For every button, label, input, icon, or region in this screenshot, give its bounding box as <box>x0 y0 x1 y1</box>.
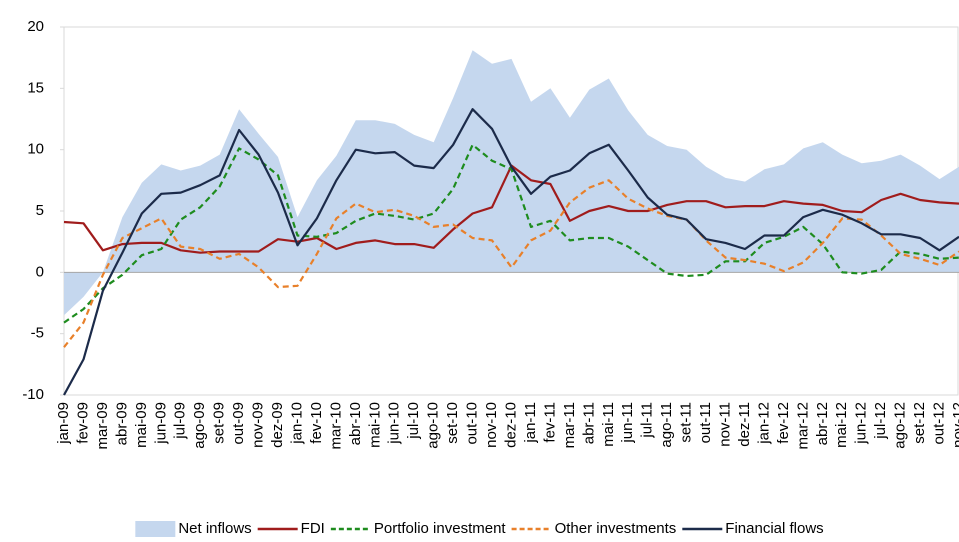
x-tick-label: fev-11 <box>541 402 558 443</box>
x-tick-label: fev-10 <box>308 402 325 444</box>
x-tick-label: set-10 <box>444 402 461 444</box>
x-tick-label: mai-10 <box>366 402 383 448</box>
x-tick-label: nov-11 <box>716 402 733 447</box>
y-tick-label: 10 <box>27 141 44 158</box>
x-tick-label: abr-11 <box>580 402 597 444</box>
x-tick-label: nov-09 <box>250 402 267 448</box>
y-tick-label: -5 <box>31 325 44 342</box>
legend-label: Other investments <box>555 520 677 537</box>
x-tick-label: jul-09 <box>172 402 189 440</box>
x-tick-label: abr-12 <box>814 402 831 445</box>
x-tick-label: set-12 <box>911 402 928 444</box>
x-tick-label: mar-12 <box>794 402 811 450</box>
x-tick-label: abr-10 <box>347 402 364 445</box>
y-tick-label: 0 <box>36 263 44 280</box>
x-tick-label: mai-09 <box>133 402 150 448</box>
x-tick-label: ago-12 <box>892 402 909 449</box>
x-tick-label: fev-09 <box>74 402 91 444</box>
x-tick-label: ago-10 <box>425 402 442 449</box>
x-tick-label: ago-11 <box>658 402 675 448</box>
x-tick-label: mar-11 <box>561 402 578 448</box>
legend-label: FDI <box>301 520 325 537</box>
x-tick-label: fev-12 <box>775 402 792 444</box>
x-tick-label: mar-10 <box>327 402 344 450</box>
x-tick-label: ago-09 <box>191 402 208 449</box>
x-tick-label: mai-12 <box>833 402 850 448</box>
x-tick-label: jan-10 <box>288 402 305 445</box>
x-tick-label: out-10 <box>464 402 481 445</box>
line <box>63 108 959 396</box>
x-tick-label: jan-11 <box>522 402 539 444</box>
y-tick-label: 15 <box>27 79 44 96</box>
x-tick-label: dez-11 <box>736 402 753 447</box>
x-tick-label: jan-12 <box>755 402 772 445</box>
x-tick-label: jul-11 <box>639 402 656 439</box>
line <box>63 179 959 348</box>
x-tick-label: set-11 <box>678 402 695 443</box>
area <box>64 50 959 316</box>
x-tick-label: dez-10 <box>502 402 519 448</box>
x-tick-label: jul-10 <box>405 402 422 440</box>
x-tick-label: jun-09 <box>152 402 169 445</box>
x-tick-label: out-09 <box>230 402 247 445</box>
x-tick-label: nov-12 <box>950 402 959 448</box>
x-tick-label: mai-11 <box>600 402 617 447</box>
y-tick-label: 5 <box>36 202 44 219</box>
x-tick-label: jan-09 <box>55 402 72 445</box>
x-tick-label: abr-09 <box>113 402 130 445</box>
line <box>63 143 959 324</box>
legend-label: Financial flows <box>725 520 823 537</box>
legend: Net inflows FDI Portfolio investment Other … <box>135 520 824 537</box>
y-tick-label: 20 <box>27 18 44 35</box>
legend-label: Portfolio investment <box>374 520 507 537</box>
y-tick-label: -10 <box>22 386 44 403</box>
x-tick-label: set-09 <box>211 402 228 444</box>
x-tick-label: out-11 <box>697 402 714 443</box>
x-tick-label: out-12 <box>931 402 948 445</box>
legend-label: Net inflows <box>178 520 251 537</box>
x-tick-label: mar-09 <box>94 402 111 450</box>
x-tick-label: dez-09 <box>269 402 286 448</box>
legend-swatch <box>135 521 176 537</box>
x-tick-label: jun-11 <box>619 402 636 444</box>
x-tick-label: jul-12 <box>872 402 889 440</box>
x-tick-label: jun-10 <box>386 402 403 445</box>
x-tick-label: jun-12 <box>853 402 870 445</box>
x-tick-label: nov-10 <box>483 402 500 448</box>
